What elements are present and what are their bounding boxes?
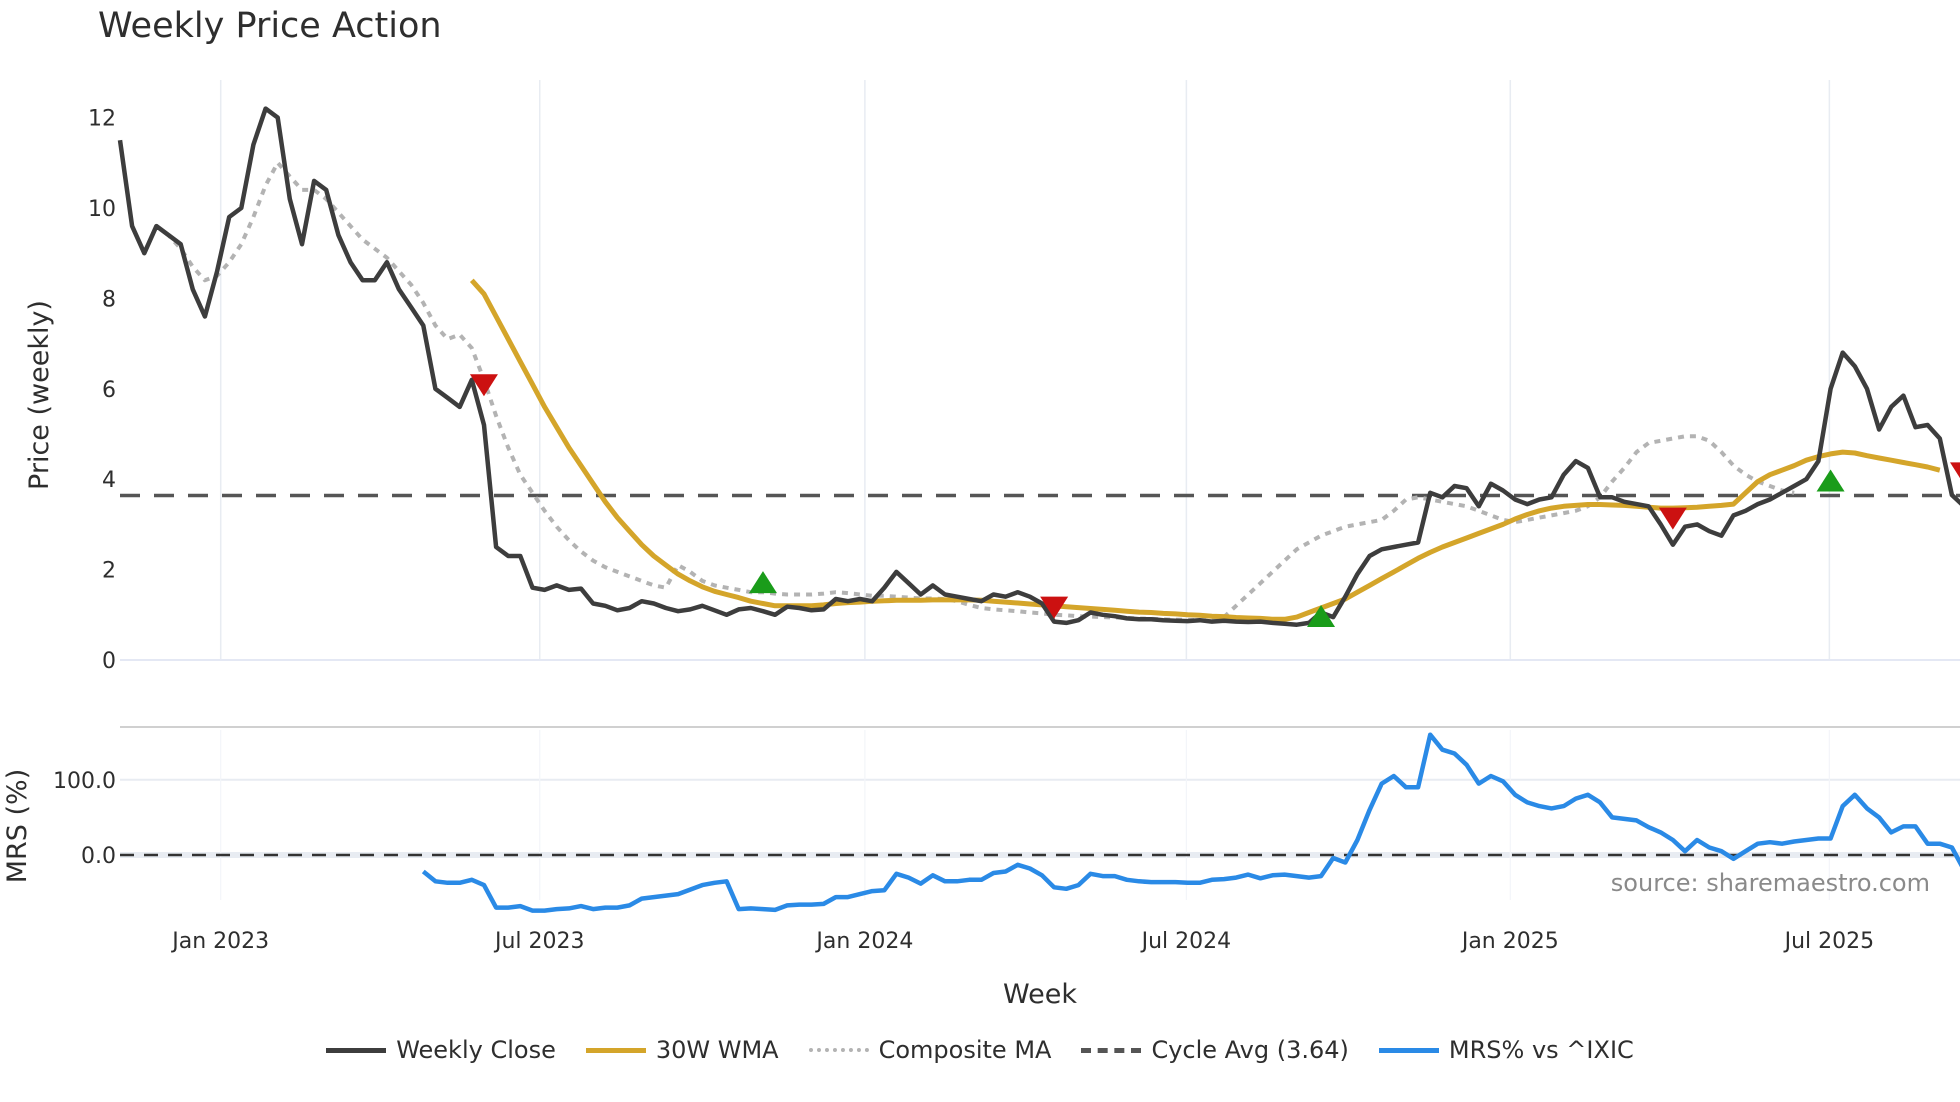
legend-swatch-icon [1378, 1047, 1439, 1053]
source-annotation: source: sharemaestro.com [1611, 869, 1930, 897]
legend-swatch-icon [1081, 1047, 1142, 1053]
legend-item[interactable]: 30W WMA [585, 1036, 779, 1064]
x-tick-label: Jul 2025 [1783, 929, 1875, 954]
price-y-tick: 4 [102, 468, 116, 493]
buy-signal-triangle-icon [748, 571, 777, 594]
sell-signal-triangle-icon [469, 374, 498, 397]
price-y-tick: 12 [88, 107, 116, 132]
legend-swatch-icon [585, 1047, 646, 1053]
price-y-axis-title: Price (weekly) [24, 300, 55, 490]
chart-title: Weekly Price Action [98, 6, 442, 46]
legend-label: Weekly Close [396, 1036, 556, 1064]
price-y-tick: 0 [102, 649, 116, 674]
mrs-series [421, 732, 1960, 913]
x-axis-title: Week [1003, 979, 1077, 1010]
mrs-y-axis-title: MRS (%) [2, 769, 33, 884]
price-y-axis-ticks: 0 2 4 6 8 10 12 [88, 107, 116, 674]
legend-label: MRS% vs ^IXIC [1448, 1036, 1634, 1064]
buy-signal-triangle-icon [1307, 605, 1336, 628]
composite-ma-line [155, 160, 1795, 623]
mrs-panel-grid [120, 730, 1960, 900]
legend-label: Cycle Avg (3.64) [1151, 1036, 1349, 1064]
sell-signal-triangle-icon [1040, 596, 1069, 619]
legend-item[interactable]: Cycle Avg (3.64) [1081, 1036, 1349, 1064]
mrs-line [421, 732, 1960, 913]
price-y-tick: 2 [102, 559, 116, 584]
legend-swatch-icon [808, 1048, 869, 1052]
x-axis-ticks: Jan 2023 Jul 2023 Jan 2024 Jul 2024 Jan 2025… [170, 929, 1874, 954]
weekly-close-line [117, 106, 1960, 627]
price-panel-grid [120, 80, 1960, 661]
legend-item[interactable]: Weekly Close [326, 1036, 556, 1064]
x-tick-label: Jul 2024 [1140, 929, 1232, 954]
legend-label: Composite MA [878, 1036, 1052, 1064]
mrs-y-tick: 100.0 [53, 769, 116, 794]
price-y-tick: 6 [102, 378, 116, 403]
wma-30w-line [469, 278, 1941, 622]
x-tick-label: Jan 2023 [170, 929, 269, 954]
price-y-tick: 10 [88, 197, 116, 222]
legend-item[interactable]: MRS% vs ^IXIC [1378, 1036, 1634, 1064]
price-y-tick: 8 [102, 287, 116, 312]
sell-signal-triangle-icon [1658, 507, 1687, 530]
signal-markers [469, 374, 1960, 628]
sell-signal-triangle-icon [1950, 462, 1960, 479]
buy-signal-triangle-icon [1816, 469, 1845, 492]
legend-label: 30W WMA [655, 1036, 779, 1064]
price-series [117, 106, 1960, 627]
x-tick-label: Jan 2024 [814, 929, 913, 954]
legend-swatch-icon [326, 1047, 387, 1053]
mrs-y-axis-ticks: 0.0 100.0 [53, 769, 116, 869]
mrs-y-tick: 0.0 [81, 844, 116, 869]
x-tick-label: Jan 2025 [1460, 929, 1559, 954]
legend-item[interactable]: Composite MA [808, 1036, 1052, 1064]
x-tick-label: Jul 2023 [493, 929, 585, 954]
legend: Weekly Close 30W WMA Composite MA Cycle Avg… [0, 1036, 1960, 1064]
